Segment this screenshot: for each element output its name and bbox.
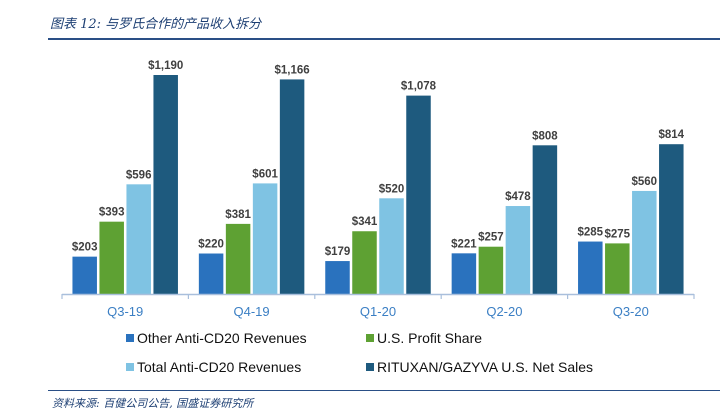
data-label: $203: [72, 242, 98, 254]
legend-label: RITUXAN/GAZYVA U.S. Net Sales: [377, 359, 594, 375]
data-label: $285: [578, 227, 604, 239]
bar: [198, 253, 224, 294]
legend-item-us-profit-share: U.S. Profit Share: [366, 330, 482, 346]
x-axis: Q3-19 Q4-19 Q1-20 Q2-20 Q3-20: [61, 293, 695, 319]
bar: [252, 183, 278, 294]
bar: [505, 206, 531, 294]
bar: [153, 75, 178, 294]
bar: [478, 246, 504, 294]
data-label: $808: [532, 130, 558, 142]
bar-chart: $203 $393 $596 $1,190 $220 $381 $601 $1,166 $179…: [61, 60, 695, 319]
bar: [99, 221, 124, 294]
bar: [352, 231, 377, 294]
legend-swatch: [366, 363, 374, 371]
source-note: 资料来源: 百健公司公告, 国盛证券研究所: [52, 397, 254, 410]
legend-swatch: [126, 334, 134, 342]
data-label: $1,078: [401, 81, 437, 93]
data-label: $275: [605, 228, 631, 240]
legend-item-total-anti-cd20: Total Anti-CD20 Revenues: [126, 359, 301, 375]
data-label: $478: [505, 191, 531, 203]
data-label: $220: [198, 239, 224, 251]
data-label: $381: [225, 209, 251, 221]
data-label: $179: [325, 246, 351, 258]
bar: [225, 223, 251, 294]
data-label: $601: [252, 168, 278, 180]
x-tick-label: Q4-19: [234, 304, 270, 319]
bar: [451, 253, 477, 294]
bar: [532, 145, 558, 294]
legend-item-other-anti-cd20: Other Anti-CD20 Revenues: [126, 330, 307, 346]
source-divider: [48, 390, 720, 391]
x-tick-label: Q2-20: [486, 304, 522, 319]
legend-swatch: [366, 334, 374, 342]
bar: [379, 198, 404, 294]
bar: [126, 184, 151, 294]
bar: [72, 256, 97, 294]
bar: [632, 190, 657, 294]
bar: [279, 79, 305, 294]
x-tick-label: Q3-19: [107, 304, 143, 319]
data-label: $596: [126, 169, 152, 181]
legend-swatch: [126, 363, 134, 371]
data-label: $1,166: [275, 64, 310, 76]
data-label: $341: [352, 216, 378, 228]
legend-label: Total Anti-CD20 Revenues: [137, 359, 302, 375]
bar: [659, 144, 684, 294]
data-label: $520: [379, 183, 405, 195]
data-label: $1,190: [148, 60, 183, 72]
data-labels-layer: $203 $393 $596 $1,190 $220 $381 $601 $1,166 $179…: [72, 60, 685, 258]
x-tick-label: Q3-20: [613, 304, 649, 319]
bar: [325, 261, 350, 294]
data-label: $393: [99, 207, 125, 219]
legend-label: U.S. Profit Share: [377, 330, 483, 346]
bars-layer: [72, 75, 684, 295]
bar: [605, 243, 630, 294]
legend-item-rituxan-gazyva: RITUXAN/GAZYVA U.S. Net Sales: [366, 359, 593, 375]
legend-label: Other Anti-CD20 Revenues: [137, 330, 307, 346]
data-label: $560: [632, 176, 658, 188]
figure-title: 图表 12: 与罗氏合作的产品收入拆分: [50, 17, 262, 32]
data-label: $814: [659, 129, 685, 141]
bar: [406, 95, 431, 295]
title-divider: [48, 38, 720, 40]
data-label: $221: [451, 238, 477, 250]
data-label: $257: [478, 232, 504, 244]
bar: [578, 241, 603, 294]
x-tick-label: Q1-20: [360, 304, 396, 319]
